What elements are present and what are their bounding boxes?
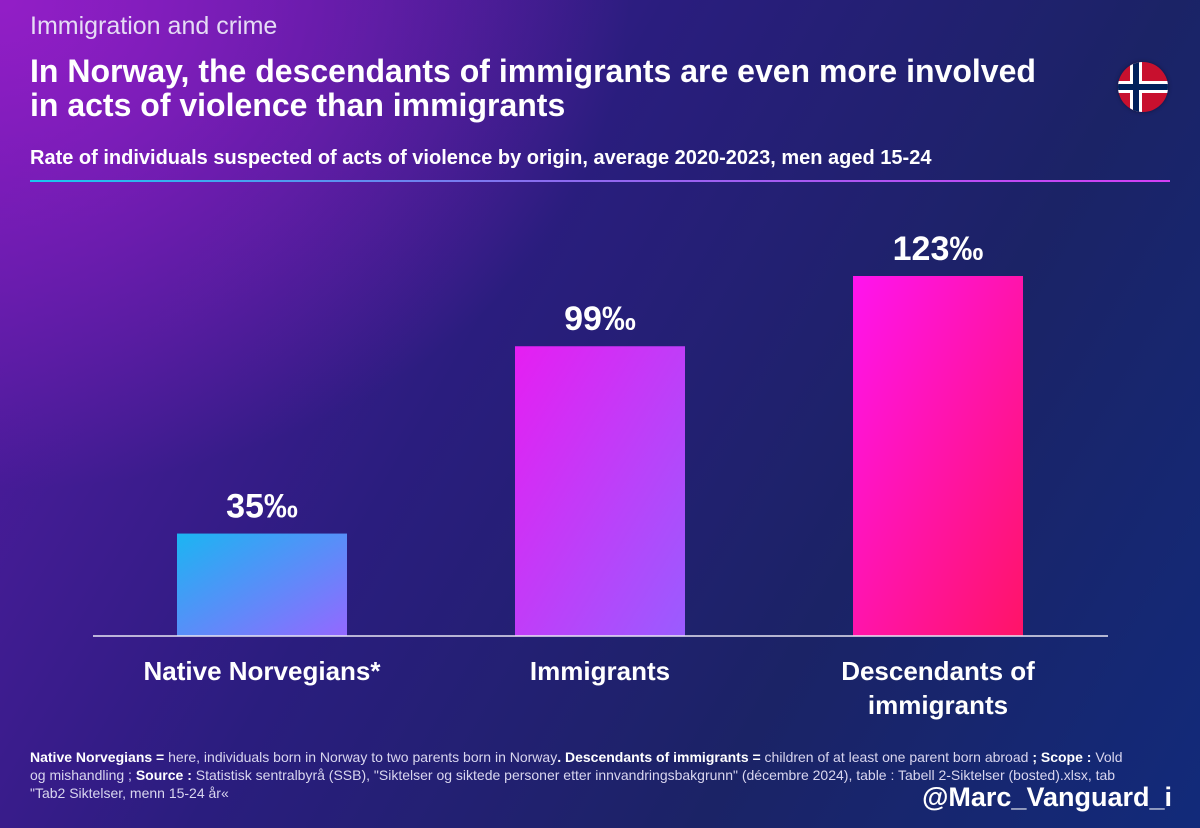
chart-headline: In Norway, the descendants of immigrants… [30, 53, 1036, 123]
category-label-native-norvegians: Native Norvegians* [144, 656, 382, 686]
bar-native-norvegians [177, 533, 347, 636]
kicker-label: Immigration and crime [30, 12, 278, 40]
footnote-term-descendants: Descendants of immigrants = [565, 749, 761, 765]
value-label-immigrants: 99‰ [564, 300, 636, 338]
bar-immigrants [515, 346, 685, 636]
category-label-immigrants: Immigrants [530, 656, 670, 686]
bar-descendants-of-immigrants [853, 276, 1023, 636]
category-label-descendants-of-immigrants: Descendants of immigrants [841, 656, 1035, 720]
footnote-term-source: Source : [135, 767, 192, 783]
footnote-text-source: Statistisk sentralbyrå (SSB), "Siktelser… [30, 767, 1116, 801]
author-handle: @Marc_Vanguard_i [922, 782, 1172, 812]
value-label-native-norvegians: 35‰ [226, 488, 298, 526]
footnote-dot: . [557, 749, 565, 765]
footnote-term-scope: ; Scope : [1032, 749, 1092, 765]
value-label-descendants-of-immigrants: 123‰ [893, 230, 984, 268]
footnote-text-scope: Vold og mishandling ; [30, 749, 1123, 783]
footnote-term-native: Native Norvegians = [30, 749, 165, 765]
chart-subtitle: Rate of individuals suspected of acts of… [30, 147, 932, 169]
norway-flag-icon [1118, 62, 1168, 112]
bar-chart: 35‰ Native Norvegians* 99‰ Immigrants 123‰ De… [93, 230, 1108, 720]
header-divider [30, 180, 1170, 182]
footnote: Native Norvegians = here, individuals bo… [30, 748, 1130, 802]
footnote-text-descendants: children of at least one parent born abr… [760, 749, 1033, 765]
footnote-text-native: here, individuals born in Norway to two … [164, 749, 558, 765]
